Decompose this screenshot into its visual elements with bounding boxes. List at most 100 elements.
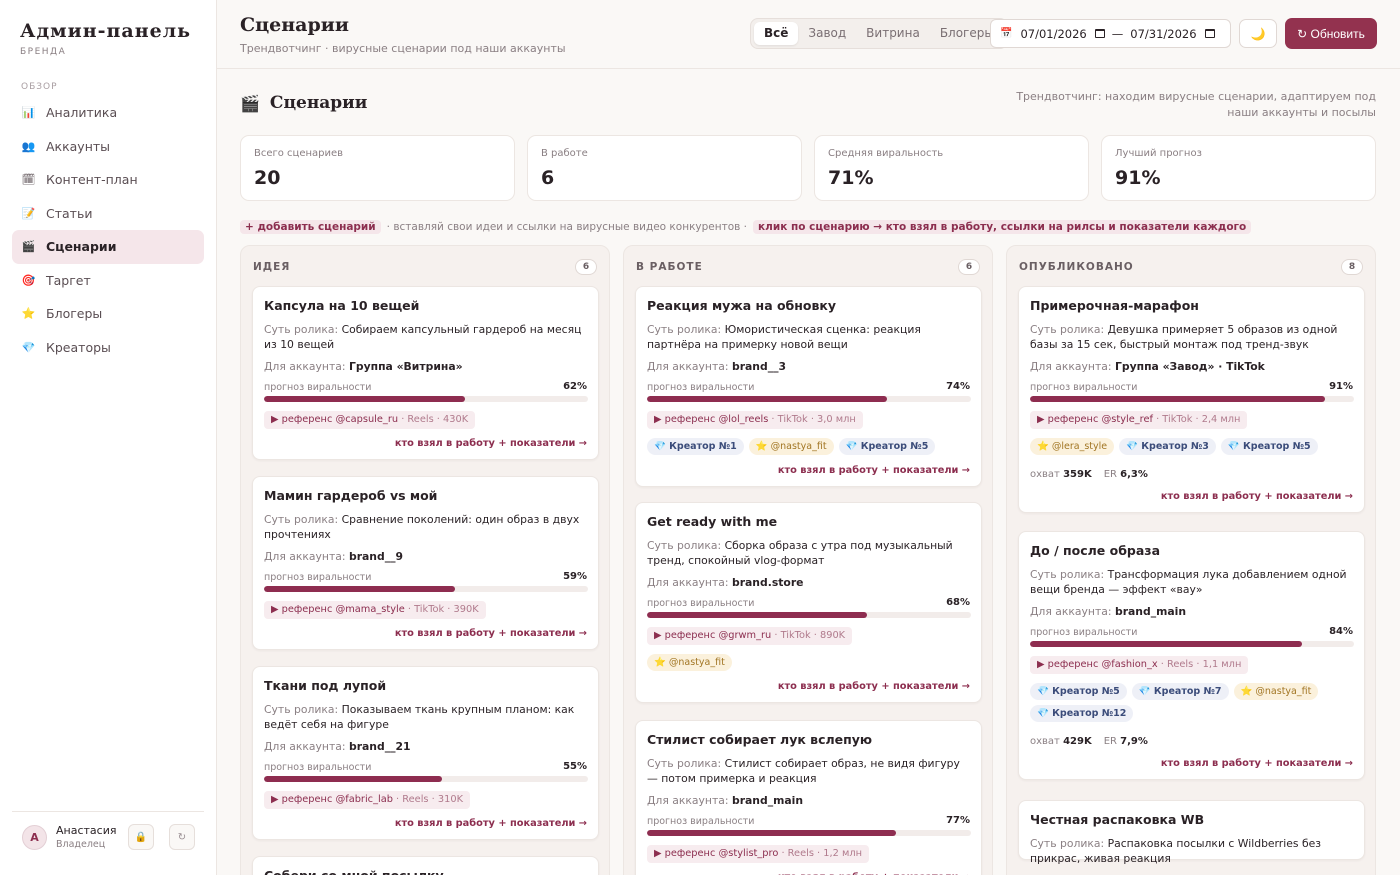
creator-tag[interactable]: 💎 Креатор №5 bbox=[838, 438, 936, 455]
refresh-button[interactable]: ↻ Обновить bbox=[1285, 18, 1377, 49]
lock-button[interactable]: 🔒 bbox=[128, 824, 154, 850]
blogger-tag[interactable]: ⭐ @nastya_fit bbox=[748, 438, 834, 455]
scenario-card[interactable]: Честная распаковка WB Суть ролика: Распак… bbox=[1018, 800, 1365, 865]
gem-icon: 💎 bbox=[21, 340, 36, 354]
sidebar-item-accounts[interactable]: 👥 Аккаунты bbox=[12, 130, 204, 164]
calendar-picker-icon[interactable] bbox=[1204, 29, 1215, 38]
date-from-input[interactable]: 07/01/2026 bbox=[1020, 27, 1105, 41]
reference-chip[interactable]: ▶ референс @fashion_x · Reels · 1,1 млн bbox=[1030, 656, 1249, 674]
scenario-card[interactable]: Стилист собирает лук вслепую Суть ролика:… bbox=[635, 720, 982, 875]
card-title: Примерочная-марафон bbox=[1030, 298, 1199, 313]
card-details-link[interactable]: кто взял в работу + показатели → bbox=[778, 872, 970, 875]
avatar[interactable]: А bbox=[22, 825, 47, 850]
card-details-link[interactable]: кто взял в работу + показатели → bbox=[394, 438, 587, 449]
sidebar-item-content-plan[interactable]: 🗓 Контент-план bbox=[12, 163, 204, 197]
scenario-card[interactable]: Get ready with me Суть ролика: Сборка обр… bbox=[635, 502, 982, 703]
reference-handle: @fabric_lab bbox=[335, 794, 393, 805]
creator-tag[interactable]: 💎 Креатор №5 bbox=[1220, 438, 1318, 455]
gem-icon: 💎 bbox=[654, 441, 666, 452]
card-title: Get ready with me bbox=[647, 514, 778, 529]
scenario-card[interactable]: Реакция мужа на обновку Суть ролика: Юмор… bbox=[635, 286, 982, 487]
sidebar-item-bloggers[interactable]: ⭐ Блогеры bbox=[12, 297, 204, 331]
account-label: Для аккаунта: bbox=[647, 576, 729, 589]
virality-percent: 59% bbox=[563, 571, 587, 582]
filter-tab-factory[interactable]: Завод bbox=[808, 26, 847, 40]
column-in-progress: В РАБОТЕ 6 Реакция мужа на обновку Суть рол… bbox=[623, 245, 993, 875]
reference-chip[interactable]: ▶ референс @style_ref · TikTok · 2,4 млн bbox=[1030, 411, 1248, 429]
card-details-link[interactable]: кто взял в работу + показатели → bbox=[394, 818, 587, 829]
virality-bar-fill bbox=[264, 586, 456, 592]
account-label: Для аккаунта: bbox=[264, 360, 346, 373]
column-title: В РАБОТЕ bbox=[636, 261, 703, 273]
card-details-link[interactable]: кто взял в работу + показатели → bbox=[1160, 491, 1353, 502]
account-label: Для аккаунта: bbox=[264, 740, 346, 753]
creator-tag[interactable]: 💎 Креатор №3 bbox=[1119, 438, 1216, 455]
card-details-link[interactable]: кто взял в работу + показатели → bbox=[394, 628, 587, 639]
filter-tab-bloggers[interactable]: Блогеры bbox=[939, 26, 994, 40]
virality-bar bbox=[264, 776, 588, 782]
date-range-picker[interactable]: 📅 07/01/2026 — 07/31/2026 bbox=[990, 19, 1231, 48]
blogger-tag[interactable]: ⭐ @lera_style bbox=[1030, 438, 1115, 455]
reference-chip[interactable]: ▶ референс @mama_style · TikTok · 390K bbox=[264, 601, 486, 619]
sidebar-item-label: Блогеры bbox=[46, 306, 103, 322]
chart-icon: 📊 bbox=[21, 106, 36, 120]
scenario-card[interactable]: До / после образа Суть ролика: Трансформа… bbox=[1018, 531, 1365, 780]
reference-chip[interactable]: ▶ референс @grwm_ru · TikTok · 890K bbox=[647, 627, 853, 645]
sidebar-nav: 📊 Аналитика 👥 Аккаунты 🗓 Контент-план 📝 Стат… bbox=[12, 96, 204, 364]
scenario-card[interactable]: Примерочная-марафон Суть ролика: Девушка … bbox=[1018, 286, 1365, 513]
reference-handle: @mama_style bbox=[335, 604, 405, 615]
date-separator: — bbox=[1111, 26, 1124, 41]
assignee-tags: 💎 Креатор №1 ⭐ @nastya_fit 💎 Креатор №5 bbox=[647, 438, 977, 455]
card-details-link[interactable]: кто взял в работу + показатели → bbox=[777, 681, 970, 692]
scenario-card[interactable]: Собери со мной посылку bbox=[252, 856, 599, 875]
card-description: Суть ролика: Юмористическая сценка: реак… bbox=[647, 322, 974, 352]
reference-chip[interactable]: ▶ референс @fabric_lab · Reels · 310K bbox=[264, 791, 470, 809]
virality-label: прогноз виральности bbox=[647, 382, 755, 393]
reference-meta: · Reels · 1,2 млн bbox=[781, 848, 863, 859]
tag-label: Креатор №5 bbox=[1052, 686, 1120, 697]
hint-row: + добавить сценарий · вставляй свои идеи… bbox=[240, 218, 1252, 235]
virality-percent: 68% bbox=[946, 597, 970, 608]
virality-label: прогноз виральности bbox=[647, 816, 755, 827]
creator-tag[interactable]: 💎 Креатор №7 bbox=[1131, 683, 1229, 700]
calendar-picker-icon[interactable] bbox=[1094, 29, 1105, 38]
card-title: Собери со мной посылку bbox=[264, 868, 444, 875]
creator-tag[interactable]: 💎 Креатор №1 bbox=[647, 438, 744, 455]
card-details-link[interactable]: кто взял в работу + показатели → bbox=[777, 465, 970, 476]
reference-chip[interactable]: ▶ референс @lol_reels · TikTok · 3,0 млн bbox=[647, 411, 863, 429]
sidebar-item-articles[interactable]: 📝 Статьи bbox=[12, 197, 204, 231]
sidebar-item-label: Статьи bbox=[46, 205, 93, 221]
creator-tag[interactable]: 💎 Креатор №5 bbox=[1030, 683, 1127, 700]
date-to-input[interactable]: 07/31/2026 bbox=[1130, 27, 1215, 41]
blogger-tag[interactable]: ⭐ @nastya_fit bbox=[647, 654, 732, 671]
reference-handle: @capsule_ru bbox=[335, 414, 399, 425]
scenario-card[interactable]: Мамин гардероб vs мой Суть ролика: Сравне… bbox=[252, 476, 599, 650]
stat-value: 71% bbox=[828, 167, 874, 189]
sidebar-item-scenarios[interactable]: 🎬 Сценарии bbox=[12, 230, 204, 264]
blogger-tag[interactable]: ⭐ @nastya_fit bbox=[1233, 683, 1319, 700]
virality-bar bbox=[264, 586, 588, 592]
reference-chip[interactable]: ▶ референс @capsule_ru · Reels · 430K bbox=[264, 411, 476, 429]
sidebar-item-creators[interactable]: 💎 Креаторы bbox=[12, 331, 204, 365]
sidebar-item-analytics[interactable]: 📊 Аналитика bbox=[12, 96, 204, 130]
reference-chip[interactable]: ▶ референс @stylist_pro · Reels · 1,2 мл… bbox=[647, 845, 870, 863]
account-name: brand__21 bbox=[348, 740, 411, 753]
theme-toggle-button[interactable]: 🌙 bbox=[1239, 19, 1277, 48]
account-label: Для аккаунта: bbox=[1030, 360, 1112, 373]
card-details-link[interactable]: кто взял в работу + показатели → bbox=[1160, 758, 1353, 769]
reset-button[interactable]: ↻ bbox=[169, 824, 195, 850]
virality-bar-fill bbox=[1030, 396, 1325, 402]
sidebar-item-target[interactable]: 🎯 Таргет bbox=[12, 264, 204, 298]
filter-tab-showcase[interactable]: Витрина bbox=[866, 26, 920, 40]
virality-bar bbox=[647, 612, 971, 618]
card-description: Суть ролика: Собираем капсульный гардеро… bbox=[264, 322, 591, 352]
reference-meta: · Reels · 310K bbox=[396, 794, 463, 805]
nav-section-label: ОБЗОР bbox=[21, 82, 58, 92]
scenario-card[interactable]: Ткани под лупой Суть ролика: Показываем т… bbox=[252, 666, 599, 840]
scenario-card[interactable]: Капсула на 10 вещей Суть ролика: Собираем… bbox=[252, 286, 599, 460]
creator-tag[interactable]: 💎 Креатор №12 bbox=[1030, 705, 1134, 722]
virality-bar-fill bbox=[264, 776, 443, 782]
filter-tab-all[interactable]: Всё bbox=[754, 22, 799, 45]
virality-percent: 84% bbox=[1329, 626, 1353, 637]
add-scenario-button[interactable]: + добавить сценарий bbox=[240, 219, 381, 234]
